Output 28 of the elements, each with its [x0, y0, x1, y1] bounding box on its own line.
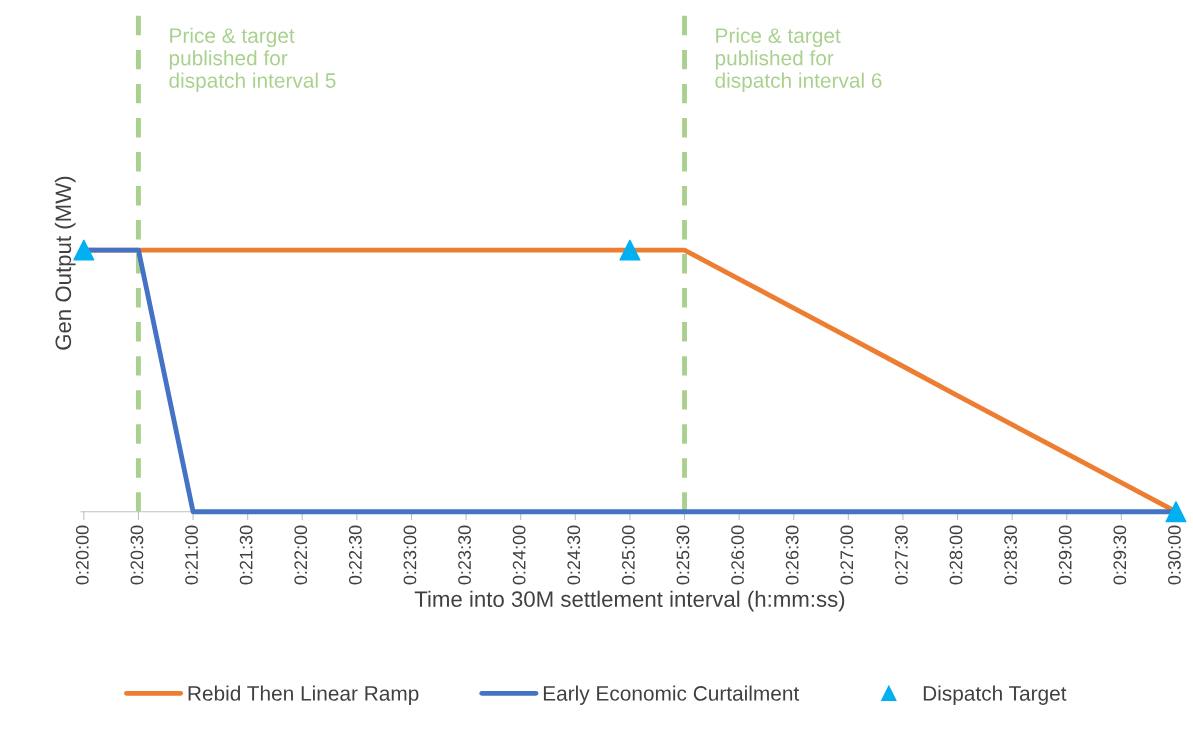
ref-line-label: Price & target published for dispatch interval 5: [169, 27, 336, 92]
x-tick-label: 0:25:30: [676, 525, 690, 585]
x-tick-label: 0:23:30: [458, 525, 471, 585]
legend-label: Rebid Then Linear Ramp: [188, 685, 419, 705]
x-tick-label: 0:24:00: [512, 525, 526, 585]
ref-line-label: Price & target published for dispatch interval 6: [715, 27, 882, 92]
x-tick-label: 0:21:00: [185, 525, 198, 585]
x-tick-label: 0:24:30: [567, 525, 581, 585]
legend-label: Dispatch Target: [923, 685, 1067, 705]
x-tick-label: 0:27:30: [894, 525, 908, 585]
x-tick-label: 0:29:30: [1113, 525, 1127, 585]
x-tick-label: 0:26:30: [785, 525, 799, 585]
x-tick-label: 0:22:00: [294, 525, 308, 585]
x-tick-label: 0:26:00: [731, 525, 744, 585]
x-tick-label: 0:20:30: [130, 525, 144, 585]
x-tick-label: 0:20:00: [75, 525, 89, 585]
x-tick-label: 0:25:00: [621, 525, 635, 585]
x-tick-label: 0:28:30: [1004, 525, 1017, 585]
y-axis-title: Gen Output (MW): [54, 176, 76, 350]
x-tick-label: 0:27:00: [840, 525, 854, 585]
x-tick-label: 0:29:00: [1058, 525, 1072, 585]
x-tick-label: 0:23:00: [403, 525, 417, 585]
legend-label: Early Economic Curtailment: [543, 685, 800, 705]
x-tick-label: 0:28:00: [949, 525, 963, 585]
x-tick-label: 0:30:00: [1168, 525, 1181, 585]
x-axis-title: Time into 30M settlement interval (h:mm:ss): [414, 590, 845, 612]
x-tick-label: 0:21:30: [239, 525, 253, 585]
x-tick-label: 0:22:30: [348, 525, 362, 585]
